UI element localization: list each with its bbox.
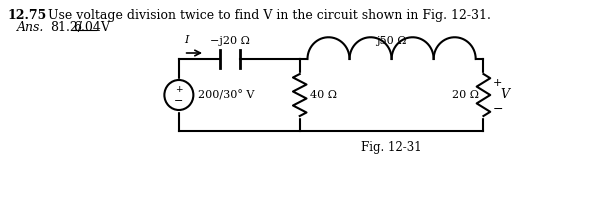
Text: j50 Ω: j50 Ω (376, 36, 407, 46)
Text: Fig. 12-31: Fig. 12-31 (361, 141, 422, 154)
Text: 200/30° V: 200/30° V (198, 90, 254, 100)
Text: +: + (493, 78, 502, 88)
Bar (476, 73, 491, 117)
Text: V: V (97, 21, 110, 34)
Text: Use voltage division twice to find V in the circuit shown in Fig. 12-31.: Use voltage division twice to find V in … (48, 9, 491, 22)
Text: 81.2/: 81.2/ (50, 21, 82, 34)
Text: 20 Ω: 20 Ω (452, 90, 479, 100)
Text: +: + (175, 84, 182, 93)
Bar (292, 73, 308, 117)
Text: 12.75: 12.75 (8, 9, 47, 22)
Text: 6.04: 6.04 (73, 21, 101, 34)
Text: −j20 Ω: −j20 Ω (210, 36, 250, 46)
Text: 40 Ω: 40 Ω (311, 90, 337, 100)
Bar (163, 79, 194, 111)
Text: V: V (501, 88, 510, 102)
Text: −: − (174, 96, 184, 106)
Text: Ans.: Ans. (17, 21, 45, 34)
Text: I: I (184, 35, 188, 45)
Text: −: − (493, 102, 504, 116)
